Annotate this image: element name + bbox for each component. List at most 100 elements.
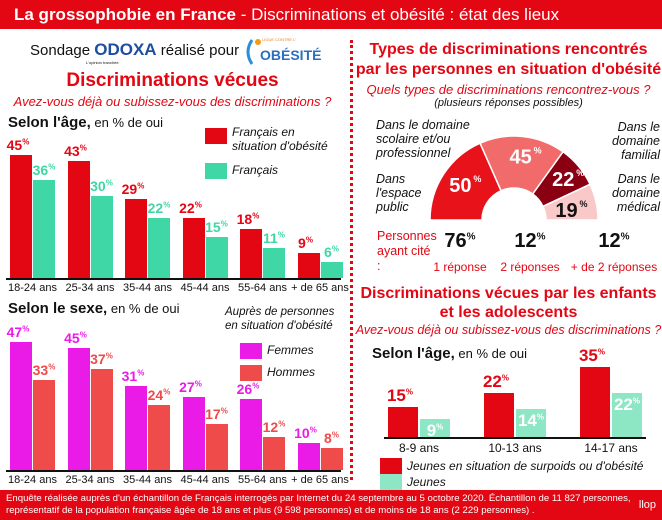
cited-value: 76%: [444, 230, 476, 252]
category-label: 14-17 ans: [584, 441, 638, 455]
category-label: 35-44 ans: [123, 282, 172, 294]
value-label: 12%: [262, 419, 286, 436]
bar-series2: [90, 369, 113, 470]
bar-series2: [90, 196, 113, 278]
bar-series1: [182, 396, 205, 470]
value-label: 22%: [613, 395, 641, 414]
bar-series1: [10, 155, 32, 278]
bar-series1: [125, 385, 147, 470]
legend-swatch: [205, 163, 227, 179]
segment-label: Dans le domaine familial: [612, 120, 660, 162]
bar-series2: [205, 423, 228, 470]
category-label: 18-24 ans: [8, 474, 57, 486]
category-label: 35-44 ans: [123, 474, 172, 486]
obesite-text: OBÉSITÉ: [260, 47, 322, 63]
header-banner: La grossophobie en France - Discriminati…: [0, 0, 662, 29]
segment-label: Dans le domaine scolaire et/ou professio…: [376, 118, 470, 160]
bar-series1: [125, 198, 147, 278]
value-label: 22%: [179, 199, 202, 216]
ligue-obesite-logo: LIGUE CONTRE L' OBÉSITÉ: [244, 36, 321, 68]
bar-series1: [297, 253, 320, 278]
bar-series2: [148, 404, 170, 470]
value-label: 10%: [294, 424, 317, 441]
bar-series1: [67, 347, 90, 470]
value-label: 11%: [263, 229, 285, 246]
value-label: 29%: [121, 180, 145, 197]
value-label: 6%: [324, 243, 339, 260]
segment-value: 19: [555, 200, 577, 222]
segment-value: 45: [510, 146, 532, 168]
cited-label-item: 2 réponses: [500, 260, 560, 274]
cited-label-item: 1 réponse: [433, 260, 487, 274]
donut-segment: [541, 183, 599, 221]
bar-series2: [33, 179, 55, 278]
value-label: 22%: [147, 199, 171, 216]
category-label: 8-9 ans: [398, 441, 440, 455]
bar-series2: [148, 217, 170, 278]
cited-label-item: + de 2 réponses: [570, 260, 658, 274]
value-label: 9%: [298, 235, 313, 252]
segment-unit: %: [534, 145, 542, 155]
legend-label: Jeunes en situation de surpoids ou d'obé…: [407, 459, 644, 473]
value-label: 14%: [517, 411, 545, 430]
sexe-label-rest: en % de oui: [107, 301, 180, 316]
right-title: Types de discriminations rencontrés par …: [355, 41, 662, 78]
category-label: 45-44 ans: [180, 282, 230, 294]
inner-ring: [482, 188, 546, 220]
category-label: 10-13 ans: [488, 441, 542, 455]
value-label: 24%: [147, 386, 171, 403]
category-label: 55-64 ans: [238, 282, 287, 294]
value-label: 17%: [205, 405, 228, 422]
category-label: 45-44 ans: [180, 474, 230, 486]
segment-label: Dans l'espace public: [376, 172, 422, 214]
segment-unit: %: [579, 199, 587, 209]
legend-swatch: [240, 365, 262, 381]
legend-swatch: [380, 474, 402, 490]
legend-label: Français: [232, 163, 279, 177]
cited-value: 12%: [598, 230, 630, 252]
legend-label: Français en situation d'obésité: [232, 125, 328, 153]
brand-logo: llop: [638, 499, 656, 511]
youth-age-rest: en % de oui: [454, 346, 528, 361]
cited-value: 12%: [514, 230, 546, 252]
category-label: + de 65 ans: [291, 282, 349, 294]
segment-value: 22: [552, 169, 574, 191]
segment-value: 50: [449, 175, 471, 197]
footer: Enquête réalisée auprès d'un échantillon…: [0, 490, 662, 520]
bar-series2: [320, 261, 343, 278]
left-question: Avez-vous déjà ou subissez-vous des disc…: [13, 94, 332, 109]
odoxa-logo: ODOXA: [94, 40, 157, 59]
bar-series1: [240, 228, 262, 278]
bar-series2: [263, 437, 285, 470]
legend-swatch: [240, 343, 262, 359]
youth-age-bold: Selon l'âge,: [372, 345, 455, 362]
bar-series2: [320, 448, 343, 470]
bar-series2: [205, 237, 228, 278]
bar-series2: [33, 380, 55, 470]
value-label: 9%: [426, 421, 444, 440]
bar-series2: [516, 409, 546, 437]
value-label: 36%: [32, 161, 56, 178]
value-label: 26%: [236, 381, 260, 398]
sondage-text: Sondage: [30, 42, 91, 59]
value-label: 18%: [236, 210, 260, 227]
column-divider: [350, 40, 353, 480]
sexe-label-bold: Selon le sexe,: [8, 300, 108, 317]
bar-series1: [580, 367, 610, 437]
x-axis: [6, 470, 341, 472]
sexe-label: Selon le sexe, en % de oui: [8, 300, 180, 317]
value-label: 22%: [482, 372, 510, 391]
value-label: 47%: [6, 324, 30, 341]
age-label: Selon l'âge, en % de oui: [8, 114, 163, 131]
value-label: 45%: [6, 137, 30, 154]
sexe-note: Auprès de personnes en situation d'obési…: [225, 306, 335, 332]
bar-series2: [263, 247, 285, 278]
discrimination-types-semi-donut: 50 %45 %22 %19%: [429, 135, 599, 222]
bar-series2: [612, 393, 642, 437]
right-question: Quels types de discriminations rencontre…: [366, 82, 651, 97]
youth-title: Discriminations vécues par les enfants e…: [360, 285, 657, 321]
realise-text: réalisé pour: [160, 42, 240, 59]
age-label-bold: Selon l'âge,: [8, 114, 91, 131]
youth-question: Avez-vous déjà ou subissez-vous des disc…: [355, 323, 662, 337]
value-label: 15%: [205, 219, 228, 236]
